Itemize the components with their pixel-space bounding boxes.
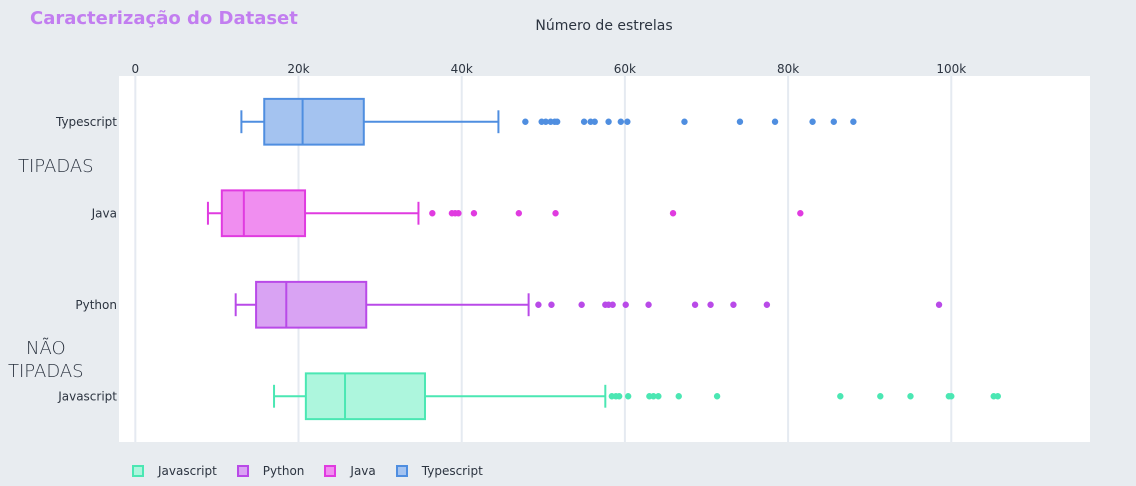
x-tick-label: 80k (777, 62, 799, 76)
outlier-point (429, 210, 436, 217)
x-tick-label: 100k (936, 62, 966, 76)
box-python (234, 280, 943, 329)
box-iqr (220, 189, 307, 238)
legend-label: Java (350, 464, 376, 478)
outlier-point (645, 301, 652, 308)
box-iqr (304, 372, 426, 421)
legend-item-javascript[interactable]: Javascript (132, 464, 217, 478)
group-label-untyped-line1: NÃO (25, 338, 66, 359)
outlier-point (713, 393, 721, 400)
outlier-point (548, 301, 555, 308)
group-label-typed: TIPADAS (18, 156, 94, 177)
outlier-point (553, 118, 561, 125)
box-iqr (255, 280, 368, 329)
outlier-point (948, 393, 955, 400)
outlier-point (935, 301, 943, 308)
grid-lines (134, 76, 953, 442)
legend-item-java[interactable]: Java (324, 464, 376, 478)
outlier-point (470, 210, 478, 217)
outlier-point (809, 118, 816, 125)
outlier-point (675, 393, 682, 400)
y-tick-label: Java (91, 206, 117, 220)
y-tick-label: Javascript (57, 389, 117, 403)
group-label-untyped-line2: TIPADAS (8, 361, 84, 382)
outlier-point (691, 301, 699, 308)
outlier-point (605, 118, 612, 125)
page-heading: Caracterização do Dataset (30, 8, 298, 29)
box-javascript (273, 372, 1001, 421)
y-tick-label: Python (75, 298, 117, 312)
legend-label: Javascript (158, 464, 217, 478)
outlier-point (615, 393, 623, 400)
outlier-point (609, 301, 616, 308)
x-tick-label: 0 (131, 62, 139, 76)
outlier-point (515, 210, 523, 217)
outlier-point (655, 393, 662, 400)
outlier-point (797, 210, 804, 217)
outlier-point (850, 118, 857, 125)
chart-title: Número de estrelas (535, 18, 672, 34)
outlier-point (877, 393, 884, 400)
x-axis-ticks: 0 20k 40k 60k 80k 100k (131, 62, 966, 76)
group-label-untyped: NÃO TIPADAS (8, 337, 84, 383)
outlier-point (669, 210, 677, 217)
legend-item-typescript[interactable]: Typescript (395, 464, 483, 478)
outlier-point (617, 118, 625, 125)
outlier-point (763, 301, 771, 308)
outlier-point (578, 301, 585, 308)
outlier-point (624, 393, 632, 400)
outlier-point (535, 301, 542, 308)
legend: Javascript Python Java Typescript (132, 464, 503, 478)
legend-swatch (395, 465, 408, 477)
outlier-point (771, 118, 779, 125)
legend-label: Python (262, 464, 305, 478)
outlier-point (681, 118, 688, 125)
outlier-point (707, 301, 714, 308)
outlier-point (837, 393, 844, 400)
outlier-point (994, 393, 1001, 400)
legend-label: Typescript (421, 464, 483, 478)
outlier-point (907, 393, 914, 400)
boxes (206, 97, 1001, 421)
outlier-point (736, 118, 744, 125)
legend-swatch (236, 465, 249, 477)
outlier-point (455, 210, 462, 217)
x-tick-label: 40k (451, 62, 473, 76)
outlier-point (542, 118, 549, 125)
outlier-point (624, 118, 631, 125)
legend-swatch (324, 465, 337, 477)
outlier-point (730, 301, 737, 308)
box-iqr (263, 97, 365, 146)
y-tick-label: Typescript (55, 115, 117, 129)
outlier-point (622, 301, 629, 308)
x-tick-label: 60k (614, 62, 636, 76)
outlier-point (650, 393, 657, 400)
legend-item-python[interactable]: Python (236, 464, 305, 478)
outlier-point (830, 118, 837, 125)
box-typescript (240, 97, 857, 146)
box-java (206, 189, 804, 238)
outlier-point (552, 210, 559, 217)
x-tick-label: 20k (287, 62, 309, 76)
outlier-point (591, 118, 598, 125)
y-axis-labels: Typescript Java Python Javascript (55, 115, 117, 404)
outlier-point (580, 118, 588, 125)
legend-swatch (132, 465, 144, 477)
outlier-point (522, 118, 529, 125)
